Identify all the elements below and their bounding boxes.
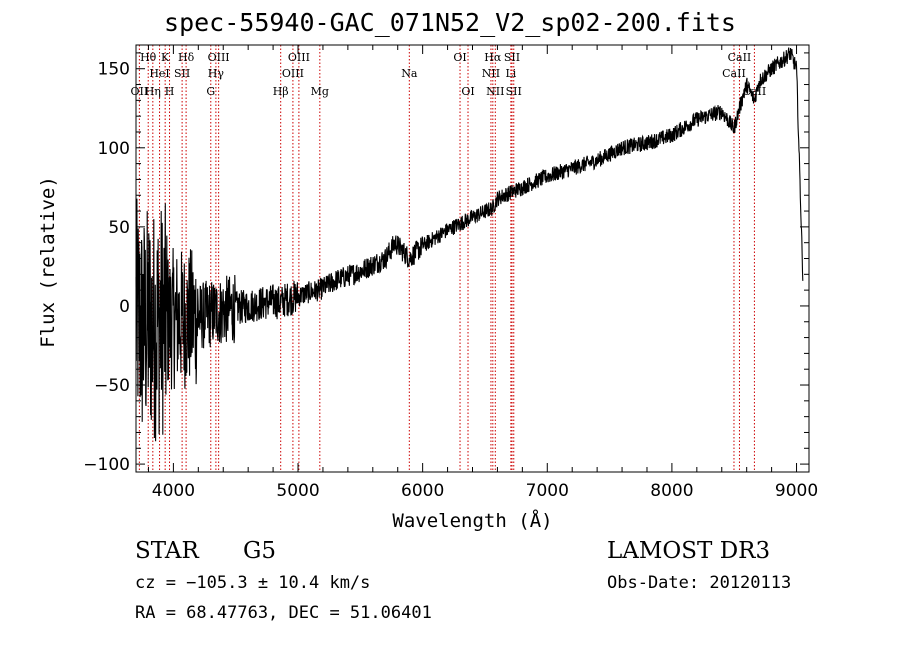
line-label: H: [165, 85, 175, 98]
line-label: HeI: [149, 67, 169, 80]
observation-date: Obs-Date: 20120113: [607, 573, 792, 593]
line-label: OI: [461, 85, 474, 98]
x-tick-label: 8000: [650, 481, 693, 501]
line-label: G: [206, 85, 215, 98]
x-tick-label: 9000: [775, 481, 818, 501]
spectral-subclass: G5: [243, 538, 277, 564]
line-label: Hβ: [273, 85, 289, 98]
line-label: Li: [505, 67, 516, 80]
line-label: NII: [486, 85, 504, 98]
line-label: OI: [453, 51, 466, 64]
x-axis-label: Wavelength (Å): [392, 510, 553, 532]
coordinates: RA = 68.47763, DEC = 51.06401: [135, 603, 432, 623]
line-label: OIII: [208, 51, 230, 64]
y-tick-label: 150: [98, 60, 130, 80]
x-tick-label: 5000: [276, 481, 319, 501]
line-label: Hθ: [140, 51, 157, 64]
chart-title: spec-55940-GAC_071N52_V2_sp02-200.fits: [164, 8, 736, 37]
y-tick-label: 50: [108, 218, 130, 238]
line-label: SII: [504, 51, 520, 64]
x-tick-label: 7000: [526, 481, 569, 501]
line-label: OIII: [288, 51, 310, 64]
line-label: Hη: [145, 85, 161, 98]
axis-ticks: 4000 5000 6000 7000 8000 9000 −100 −50 0 50 100 150: [83, 45, 818, 501]
line-label: Na: [401, 67, 418, 80]
survey-name: LAMOST DR3: [607, 538, 771, 564]
y-tick-label: 100: [98, 139, 130, 159]
y-tick-label: −50: [94, 376, 130, 396]
line-label: CaII: [722, 67, 746, 80]
line-label: SII: [506, 85, 522, 98]
line-label: Hα: [484, 51, 502, 64]
line-label: Mg: [311, 85, 329, 98]
plot-frame: [135, 44, 810, 473]
y-tick-label: −100: [83, 455, 130, 475]
object-class: STAR: [135, 538, 199, 564]
line-label: NII: [482, 67, 500, 80]
line-label: SII: [174, 67, 190, 80]
line-label: Hγ: [208, 67, 225, 80]
spectrum-line: [135, 47, 804, 442]
line-label: OIII: [282, 67, 304, 80]
line-label: K: [161, 51, 170, 64]
x-tick-label: 4000: [152, 481, 195, 501]
line-label: Hδ: [178, 51, 195, 64]
y-axis-label: Flux (relative): [37, 176, 59, 348]
y-tick-label: 0: [119, 297, 130, 317]
line-label: CaII: [743, 85, 767, 98]
line-label: OII: [131, 85, 149, 98]
redshift-cz: cz = −105.3 ± 10.4 km/s: [135, 573, 371, 593]
line-label: CaII: [728, 51, 752, 64]
line-markers: [138, 45, 755, 472]
x-tick-label: 6000: [401, 481, 444, 501]
